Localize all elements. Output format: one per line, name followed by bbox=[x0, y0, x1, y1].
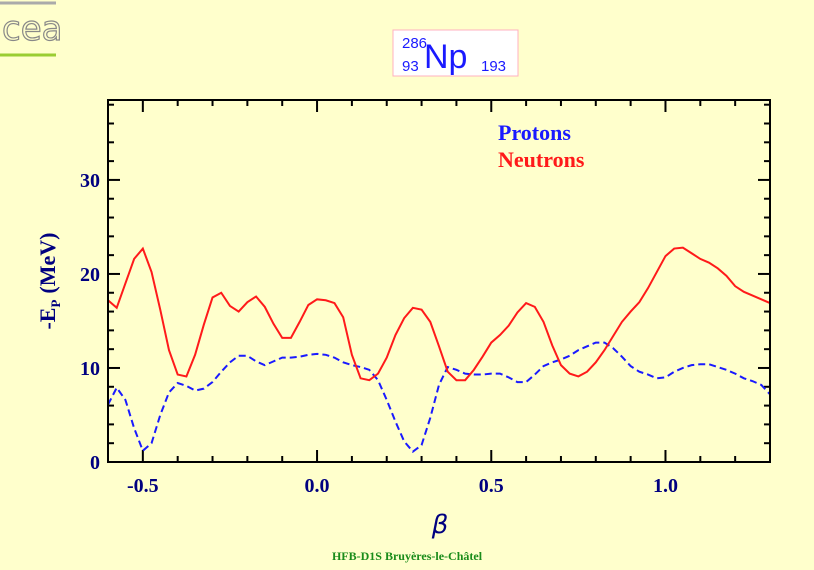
y-tick-label: 30 bbox=[80, 170, 100, 192]
y-tick-label: 20 bbox=[80, 264, 100, 286]
title-neutrons: 193 bbox=[481, 58, 506, 75]
x-axis-label: β bbox=[431, 510, 449, 540]
y-tick-label: 0 bbox=[90, 452, 100, 474]
x-tick-label: -0.5 bbox=[127, 475, 159, 497]
legend-entry: Protons bbox=[498, 120, 571, 145]
legend-entry: Neutrons bbox=[498, 147, 585, 172]
series-line bbox=[107, 246, 771, 382]
title-box bbox=[392, 29, 519, 77]
footer: HFB-D1S Bruyères-le-Châtel bbox=[332, 549, 483, 563]
title-symbol: Np bbox=[424, 38, 467, 76]
y-label-main: -E bbox=[35, 308, 60, 330]
x-tick-label: 1.0 bbox=[653, 475, 678, 497]
title-mass: 286 bbox=[402, 35, 427, 52]
logo: cea bbox=[2, 9, 62, 49]
x-tick-label: 0.5 bbox=[479, 475, 504, 497]
y-axis-label: -EP (MeV) bbox=[35, 232, 63, 329]
y-label-sub: P bbox=[48, 300, 63, 308]
title-charge: 93 bbox=[402, 58, 419, 75]
title: 286 93 Np 193 bbox=[402, 35, 506, 76]
y-label-unit: (MeV) bbox=[35, 232, 60, 293]
series-line bbox=[107, 341, 771, 454]
x-tick-label: 0.0 bbox=[305, 475, 330, 497]
y-tick-label: 10 bbox=[80, 358, 100, 380]
plot-frame bbox=[107, 99, 771, 463]
